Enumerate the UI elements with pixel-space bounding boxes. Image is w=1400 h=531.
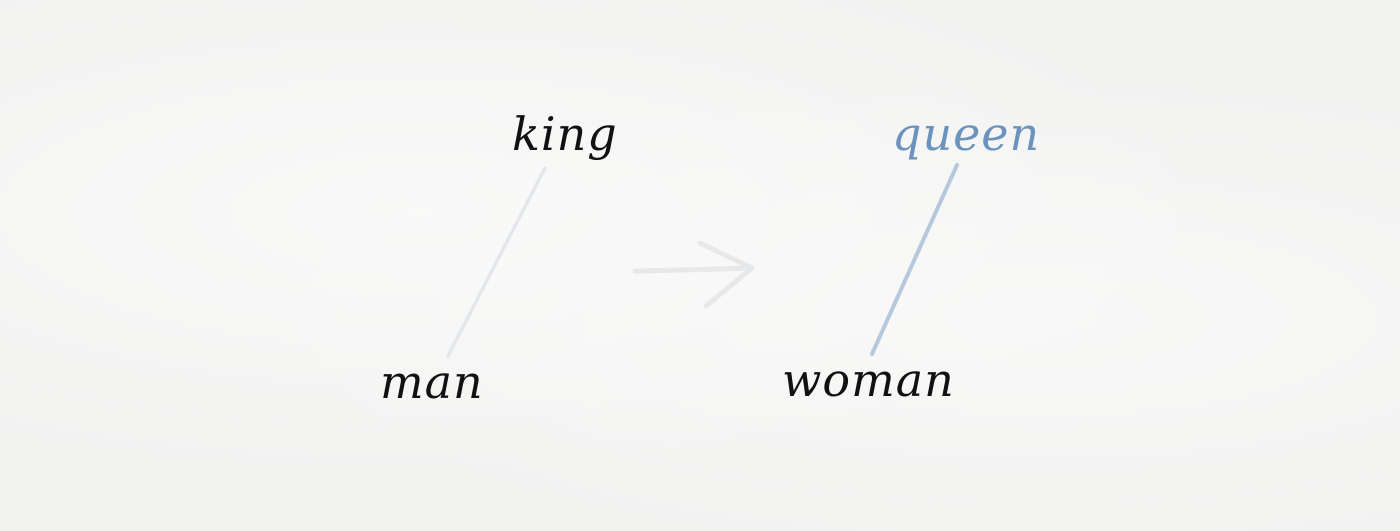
arrow-icon [632,240,755,309]
word-king: king [512,107,618,161]
woman-queen-line [870,163,959,356]
word-man: man [380,355,484,409]
word-queen: queen [892,107,1040,161]
man-king-line [446,166,547,358]
word-woman: woman [782,353,955,407]
